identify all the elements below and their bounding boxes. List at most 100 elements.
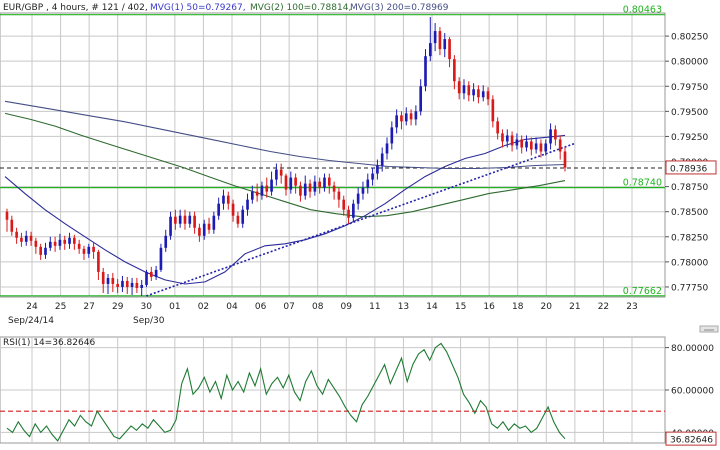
candle-body bbox=[443, 39, 447, 50]
rsi-tick-label: 80.00000 bbox=[671, 344, 714, 354]
candle-body bbox=[453, 59, 456, 82]
candle-body bbox=[121, 280, 124, 287]
level-label: 0.80463 bbox=[623, 5, 662, 16]
candle-body bbox=[24, 235, 28, 242]
candle-body bbox=[419, 86, 423, 112]
candle-body bbox=[496, 121, 499, 134]
y-tick-label: 0.78250 bbox=[671, 233, 708, 243]
candle-body bbox=[82, 248, 86, 254]
candle-body bbox=[154, 269, 158, 277]
y-tick-label: 0.77750 bbox=[671, 283, 708, 293]
candle-body bbox=[135, 282, 139, 288]
candle-body bbox=[202, 223, 206, 236]
candle-body bbox=[303, 183, 307, 196]
candle-body bbox=[515, 139, 519, 146]
x-tick-label: 14 bbox=[426, 302, 438, 312]
candle-body bbox=[530, 141, 533, 150]
candle-body bbox=[448, 39, 451, 60]
x-tick-label: 18 bbox=[512, 302, 524, 312]
candle-body bbox=[400, 115, 403, 122]
candle-body bbox=[58, 239, 62, 246]
candle-body bbox=[125, 280, 129, 287]
candle-body bbox=[226, 195, 230, 204]
candle-body bbox=[29, 235, 33, 241]
candle-body bbox=[217, 203, 220, 216]
candle-body bbox=[265, 185, 269, 192]
candle-body bbox=[352, 203, 355, 218]
candle-body bbox=[380, 153, 384, 166]
candle-body bbox=[20, 237, 23, 242]
candle-body bbox=[193, 215, 196, 228]
candle-body bbox=[149, 271, 153, 277]
candle-body bbox=[97, 251, 100, 272]
x-tick-label: 08 bbox=[312, 302, 324, 312]
candle-body bbox=[361, 187, 365, 194]
candle-body bbox=[467, 85, 471, 96]
candle-body bbox=[10, 219, 14, 232]
x-tick-label: 22 bbox=[598, 302, 609, 312]
candle-body bbox=[438, 31, 442, 50]
candle-body bbox=[92, 246, 95, 252]
candle-body bbox=[385, 143, 389, 154]
candle-body bbox=[5, 211, 9, 220]
candle-body bbox=[544, 143, 548, 152]
candle-body bbox=[390, 127, 394, 144]
candle-body bbox=[198, 227, 201, 236]
candle-body bbox=[279, 169, 283, 176]
candle-body bbox=[255, 191, 259, 196]
date-label-oct: Sep/30 bbox=[133, 316, 165, 326]
candle-body bbox=[231, 203, 235, 216]
candle-body bbox=[236, 215, 240, 224]
x-tick-label: 06 bbox=[255, 302, 267, 312]
mvg50-line bbox=[4, 134, 566, 285]
candle-body bbox=[414, 111, 418, 120]
candle-body bbox=[520, 139, 524, 148]
candle-body bbox=[549, 129, 552, 144]
candle-body bbox=[376, 165, 379, 174]
candle-body bbox=[68, 237, 71, 244]
y-tick-label: 0.78000 bbox=[671, 258, 708, 268]
candle-body bbox=[77, 243, 81, 249]
rsi-series-line bbox=[6, 342, 566, 442]
mvg100-line bbox=[4, 112, 566, 218]
rsi-tick-label: 60.00000 bbox=[671, 387, 714, 397]
candle-body bbox=[457, 81, 461, 94]
current-price-box bbox=[665, 160, 717, 175]
date-label-start: Sep/24/14 bbox=[8, 316, 54, 326]
candle-body bbox=[44, 247, 47, 255]
candle-body bbox=[178, 215, 182, 224]
candle-body bbox=[472, 89, 475, 96]
candle-body bbox=[491, 99, 495, 122]
candle-body bbox=[106, 277, 110, 284]
candle-body bbox=[505, 135, 509, 142]
price-panel-frame bbox=[0, 12, 666, 298]
x-tick-label: 01 bbox=[169, 302, 180, 312]
x-tick-label: 24 bbox=[26, 302, 38, 312]
candle-body bbox=[116, 283, 119, 287]
resize-grip-icon[interactable] bbox=[699, 325, 719, 333]
candle-body bbox=[563, 151, 567, 168]
current-price-label: 0.78936 bbox=[670, 164, 707, 174]
candle-body bbox=[409, 113, 413, 120]
candle-body bbox=[477, 89, 480, 98]
rsi-label: RSI(1) 14=36.82646 bbox=[3, 338, 95, 348]
candle-body bbox=[323, 177, 326, 188]
candle-body bbox=[424, 56, 427, 87]
y-tick-label: 0.80000 bbox=[671, 58, 708, 68]
candle-body bbox=[169, 216, 172, 236]
candle-body bbox=[207, 223, 211, 230]
candle-body bbox=[251, 191, 254, 200]
mvg200-line bbox=[4, 100, 566, 170]
candle-body bbox=[145, 271, 148, 285]
candle-body bbox=[48, 241, 52, 248]
candle-body bbox=[308, 183, 312, 192]
x-tick-label: 16 bbox=[483, 302, 495, 312]
rsi-current-label: 36.82646 bbox=[670, 436, 713, 446]
candle-body bbox=[270, 179, 273, 192]
candle-body bbox=[275, 169, 278, 180]
candle-body bbox=[332, 185, 336, 192]
candle-body bbox=[188, 215, 192, 224]
